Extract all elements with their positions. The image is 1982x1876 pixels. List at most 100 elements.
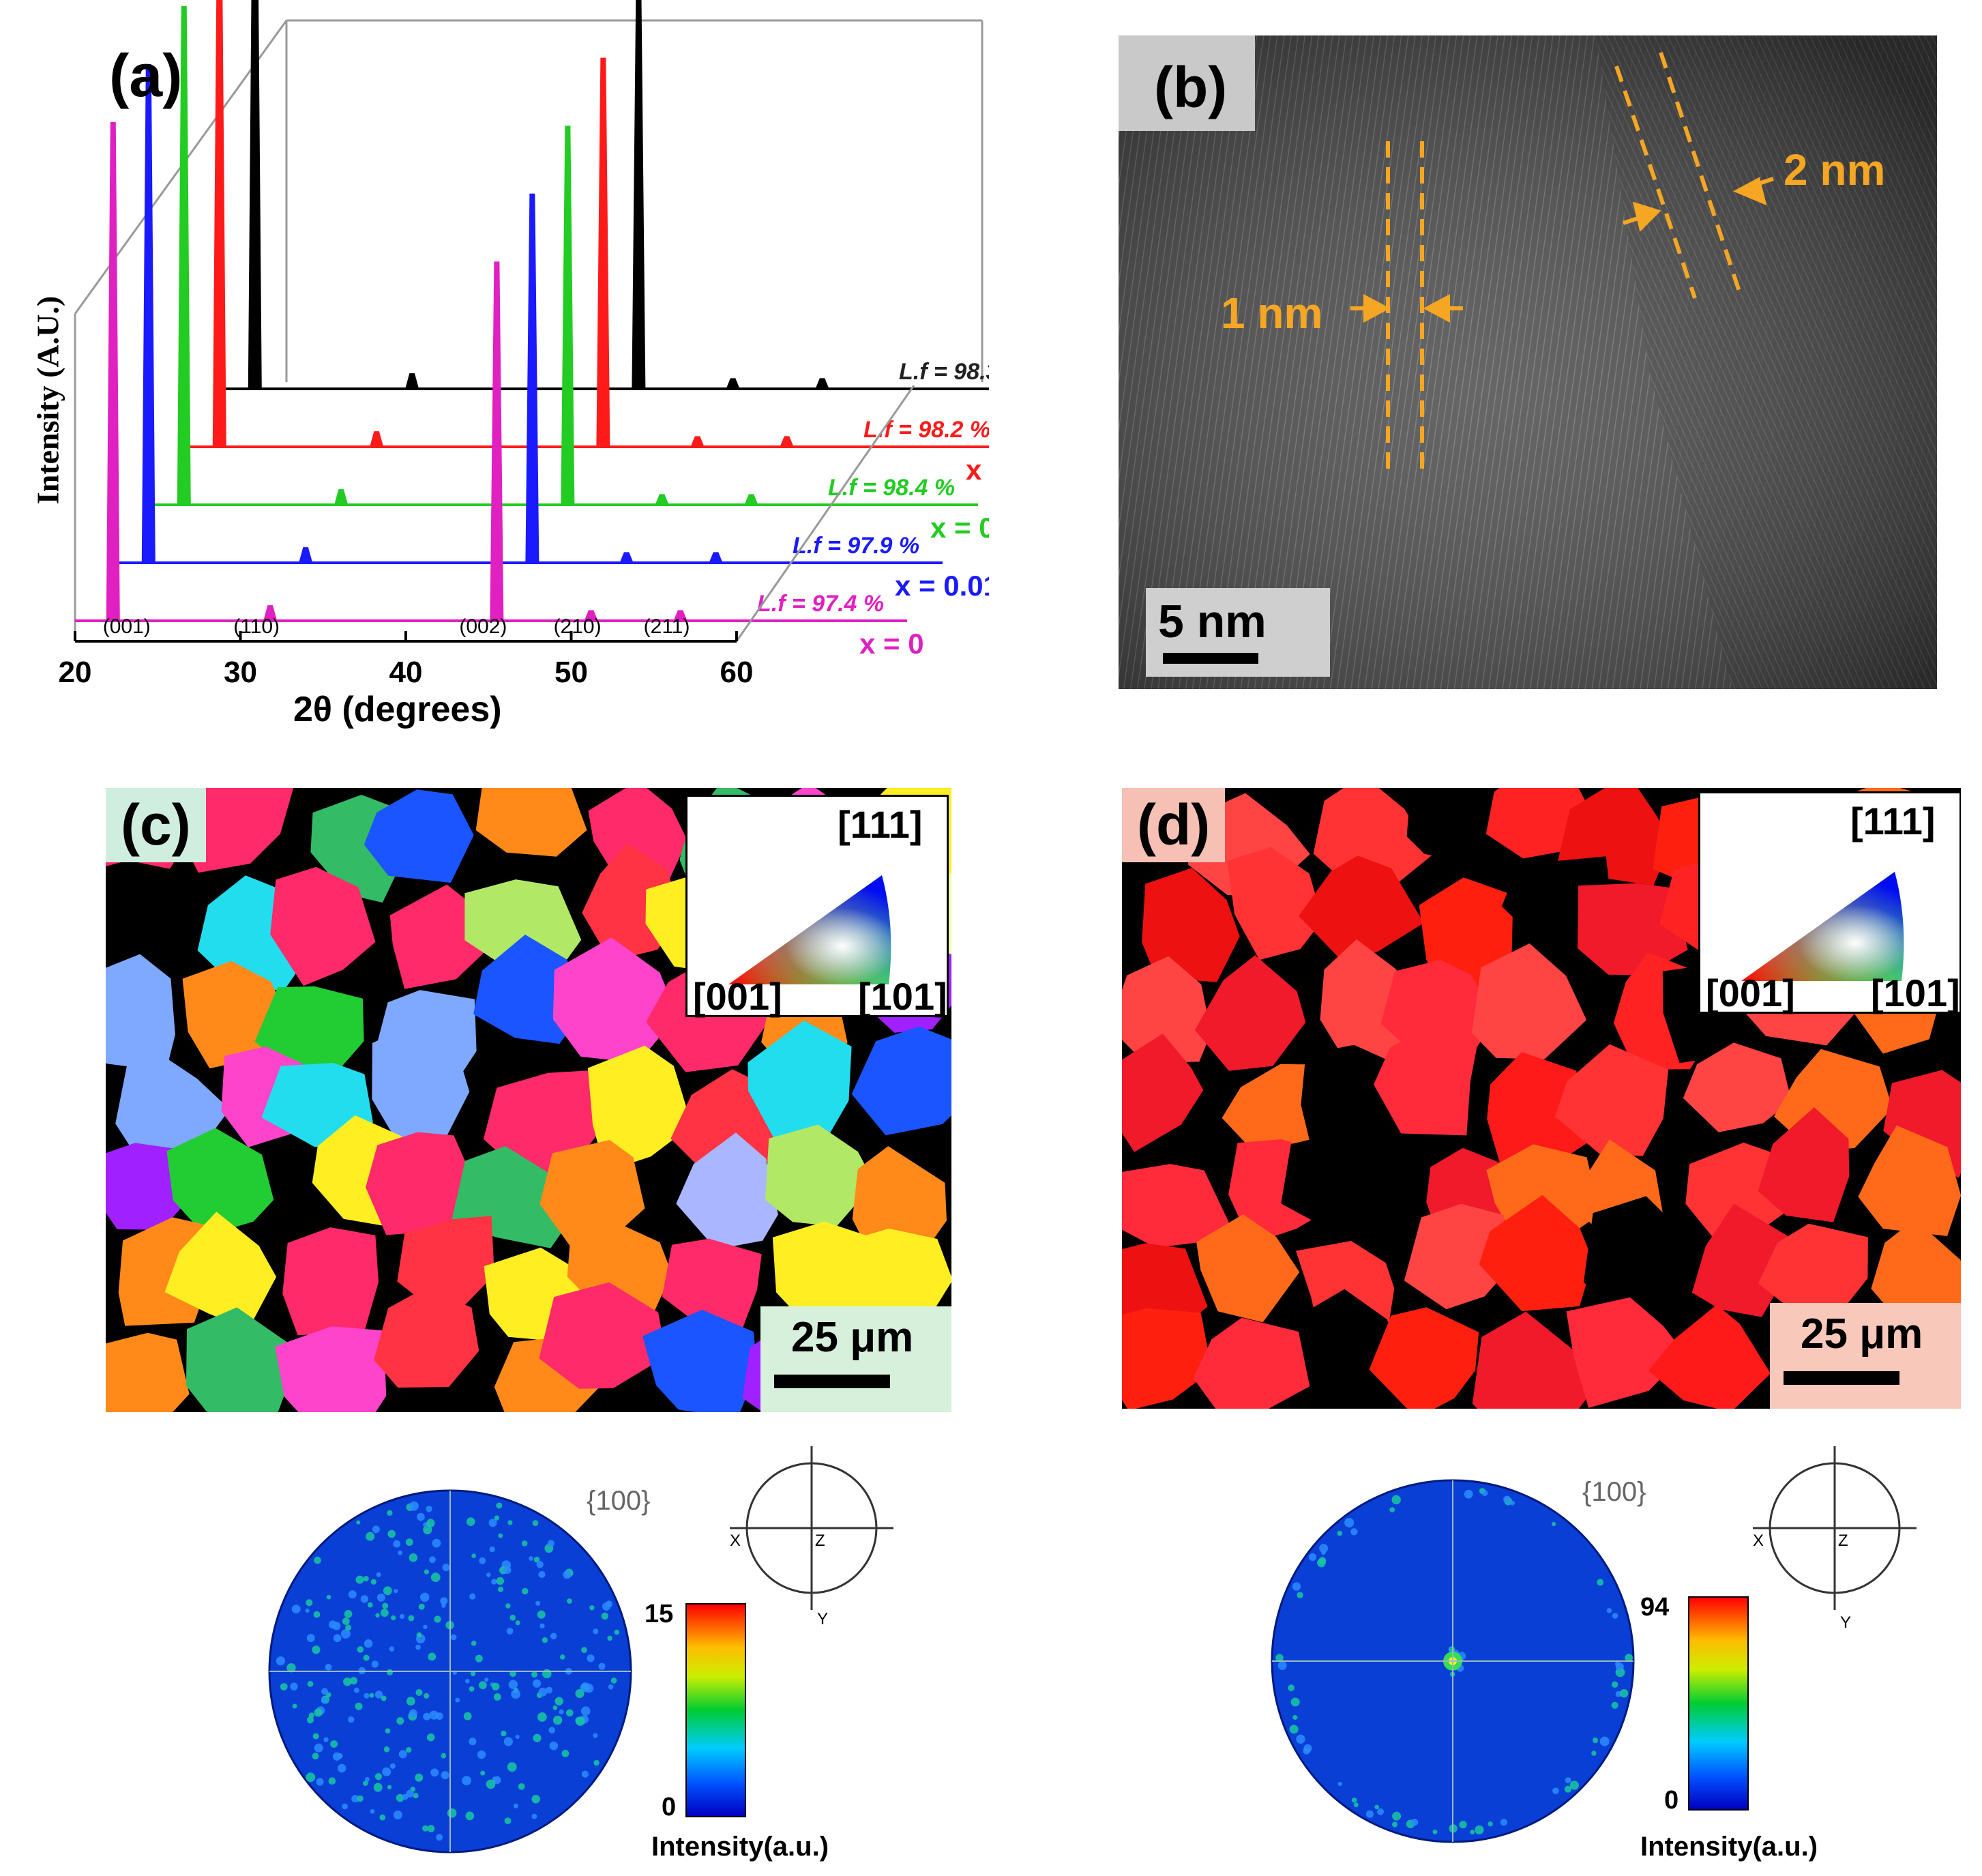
pole-point <box>536 1561 544 1568</box>
pole-point <box>381 1695 387 1701</box>
grain <box>1858 1125 1961 1236</box>
pole-point <box>511 1689 520 1699</box>
pole-point <box>496 1502 503 1509</box>
x-tick-label-30: 30 <box>224 656 257 689</box>
pole-point <box>434 1615 441 1623</box>
pole-point <box>306 1599 313 1607</box>
pole-point <box>1464 1489 1473 1499</box>
peak-1-1 <box>298 547 313 563</box>
pole-point <box>387 1529 396 1538</box>
pole-point <box>498 1533 503 1538</box>
pole-point <box>353 1687 359 1693</box>
pole-point <box>491 1579 497 1585</box>
panel-c-ebsd: (c) [111] [001] [101] 25 μm <box>106 788 951 1412</box>
pole-point <box>508 1680 518 1689</box>
pole-point <box>341 1629 351 1639</box>
grain <box>1374 1031 1478 1136</box>
grain <box>1472 943 1587 1059</box>
pole-figure-disc-d <box>1271 1479 1635 1843</box>
ipf-001: [001] <box>693 975 782 1018</box>
pole-point <box>480 1770 486 1776</box>
pole-point <box>416 1632 422 1638</box>
peak-1-4 <box>709 552 724 563</box>
lf-label-0: L.f = 97.4 % <box>757 591 884 617</box>
grain <box>1122 1308 1212 1409</box>
pole-point <box>513 1803 518 1808</box>
pole-point <box>406 1697 415 1706</box>
pole-point <box>333 1634 342 1643</box>
pole-point <box>447 1808 457 1818</box>
peak-2-2 <box>561 126 575 505</box>
pole-point <box>306 1634 315 1643</box>
pole-point <box>389 1646 395 1652</box>
grain <box>1196 1214 1300 1323</box>
ipf-key-c: [111] [001] [101] <box>685 795 949 1018</box>
pole-point <box>1389 1507 1395 1512</box>
pole-point <box>1292 1714 1298 1720</box>
pole-point <box>601 1612 608 1620</box>
ipf-001-d: [001] <box>1706 971 1795 1014</box>
grain <box>372 1016 470 1145</box>
pole-point <box>471 1641 477 1646</box>
panel-d-ebsd: (d) [111] [001] [101] 25 μm <box>1122 788 1961 1409</box>
panel-a-label: (a) <box>109 42 183 109</box>
pole-point <box>387 1510 393 1516</box>
pole-point <box>469 1686 475 1692</box>
scale-bar-label-c: 25 μm <box>791 1314 914 1361</box>
pole-point <box>290 1682 298 1690</box>
pole-point <box>503 1566 512 1574</box>
x-label-2: x = 0.02 <box>930 512 989 544</box>
grain <box>1281 1132 1406 1240</box>
pole-point <box>1611 1701 1618 1709</box>
peak-label-4: (211) <box>644 615 690 638</box>
pf-title-d: {100} <box>1582 1477 1646 1507</box>
pole-point <box>1277 1661 1287 1670</box>
x-tick-label-20: 20 <box>59 656 92 689</box>
peak-3-4 <box>780 436 795 448</box>
pole-point <box>471 1553 476 1558</box>
pole-point <box>538 1688 548 1697</box>
pole-point <box>423 1525 432 1534</box>
x-axis-depth <box>735 385 915 642</box>
peak-label-3: (210) <box>554 615 602 638</box>
pole-point <box>383 1746 390 1753</box>
axis-z-c: Z <box>815 1531 825 1550</box>
pole-point <box>589 1605 595 1611</box>
pole-point <box>409 1709 417 1718</box>
grain <box>180 788 294 873</box>
pole-point <box>348 1590 357 1599</box>
pole-point <box>552 1705 558 1710</box>
pole-point <box>430 1572 441 1583</box>
pole-point <box>1481 1490 1488 1496</box>
grain <box>1583 1196 1685 1318</box>
pole-point <box>479 1681 487 1690</box>
cb-max-c: 15 <box>645 1600 674 1628</box>
xrd-series-1: L.f = 97.9 % x = 0.01 <box>110 64 989 602</box>
grain <box>662 1238 762 1340</box>
grain <box>587 1045 692 1172</box>
pole-point <box>369 1692 374 1698</box>
pole-point <box>1308 1553 1317 1562</box>
pole-point <box>610 1677 617 1684</box>
peak-0-3 <box>584 610 599 621</box>
pole-point <box>548 1727 555 1733</box>
x-label-0: x = 0 <box>859 628 924 660</box>
pole-point <box>1337 1530 1343 1536</box>
pole-point <box>382 1602 389 1609</box>
cb-min-d: 0 <box>1664 1786 1679 1815</box>
pole-point <box>423 1712 431 1720</box>
ipf-111: [111] <box>838 803 923 846</box>
peak-0-1 <box>263 605 278 621</box>
grain <box>1578 883 1688 976</box>
pole-point <box>405 1538 413 1547</box>
grain <box>1479 1195 1593 1312</box>
grain <box>275 1326 387 1412</box>
pole-point <box>415 1689 423 1696</box>
grain <box>1122 956 1211 1063</box>
pole-point <box>580 1706 591 1716</box>
peak-2-0 <box>177 6 191 505</box>
pole-point <box>321 1688 329 1695</box>
grain <box>1758 1223 1868 1315</box>
pole-point <box>420 1592 430 1602</box>
grain <box>1758 1107 1850 1222</box>
